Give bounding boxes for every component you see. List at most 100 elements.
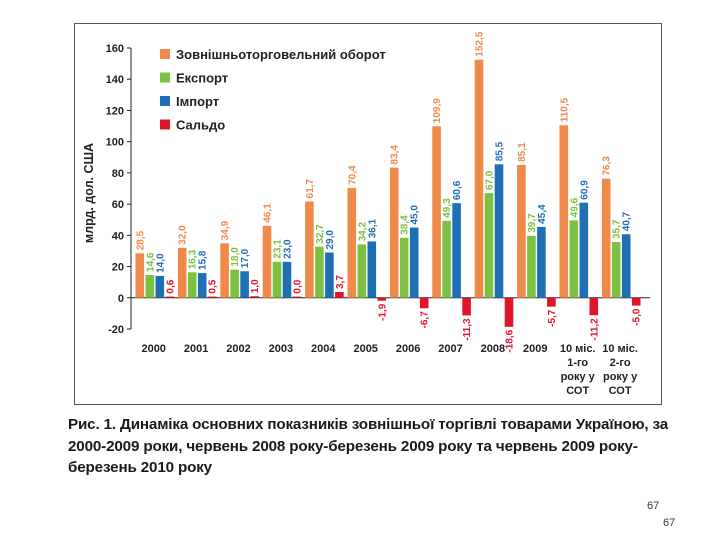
bar-import bbox=[409, 227, 419, 298]
bar-balance bbox=[547, 297, 556, 307]
data-label: 29,0 bbox=[325, 230, 336, 250]
bar-balance bbox=[292, 296, 302, 298]
legend-swatch bbox=[160, 49, 170, 59]
x-tick-label: 2006 bbox=[396, 343, 420, 355]
data-label: 45,0 bbox=[410, 205, 421, 225]
data-label: 61,7 bbox=[305, 179, 316, 199]
bar-turnover bbox=[432, 126, 441, 298]
data-label: 60,9 bbox=[579, 180, 590, 200]
bar-export bbox=[611, 242, 621, 298]
bar-export bbox=[442, 220, 451, 298]
figure-caption: Рис. 1. Динаміка основних показників зов… bbox=[68, 416, 669, 476]
bar-balance bbox=[589, 297, 599, 316]
x-tick-label: року у bbox=[603, 371, 638, 383]
bar-export bbox=[187, 272, 197, 298]
x-tick-label: 2008 bbox=[481, 343, 505, 355]
y-tick-label: 140 bbox=[106, 74, 124, 86]
bar-turnover bbox=[389, 167, 399, 298]
data-label: 0,6 bbox=[165, 279, 176, 293]
legend-swatch bbox=[160, 119, 170, 130]
x-tick-label: 10 міс. bbox=[560, 343, 596, 355]
y-tick-label: 120 bbox=[106, 105, 124, 117]
data-label: 32,7 bbox=[315, 224, 326, 244]
data-label: 85,1 bbox=[517, 142, 528, 162]
bar-export bbox=[569, 220, 579, 298]
legend-label: Зовнішньоторговельний оборот bbox=[176, 47, 386, 62]
data-label: -1,9 bbox=[377, 303, 388, 321]
bar-balance bbox=[631, 297, 641, 306]
legend-swatch bbox=[160, 96, 170, 106]
data-label: -6,7 bbox=[420, 311, 431, 329]
bar-export bbox=[399, 237, 409, 298]
data-label: 1,0 bbox=[250, 279, 261, 293]
bar-turnover bbox=[135, 253, 145, 298]
y-tick-label: 20 bbox=[112, 262, 124, 274]
bar-export bbox=[357, 244, 367, 298]
x-tick-label: 10 міс. bbox=[602, 343, 638, 355]
x-tick-label: 1-го bbox=[567, 357, 588, 369]
bar-export bbox=[230, 269, 239, 298]
data-label: 60,6 bbox=[452, 180, 463, 200]
bar-import bbox=[579, 202, 589, 298]
data-label: 34,9 bbox=[220, 220, 231, 240]
legend-swatch bbox=[160, 72, 170, 83]
bar-turnover bbox=[262, 225, 272, 298]
y-tick-label: 100 bbox=[106, 137, 124, 149]
x-tick-label: СОТ bbox=[609, 385, 632, 397]
x-tick-label: 2000 bbox=[141, 343, 165, 355]
x-tick-label: 2004 bbox=[311, 343, 336, 355]
bar-export bbox=[272, 261, 282, 298]
bar-turnover bbox=[474, 59, 484, 298]
data-label: 38,4 bbox=[400, 215, 411, 235]
data-label: -5,0 bbox=[632, 308, 643, 326]
data-label: 76,3 bbox=[602, 156, 613, 176]
bar-import bbox=[537, 226, 546, 298]
data-label: 16,3 bbox=[188, 249, 199, 269]
bar-balance bbox=[335, 292, 344, 298]
bar-balance bbox=[207, 296, 217, 298]
bar-export bbox=[527, 235, 536, 298]
legend-label: Імпорт bbox=[176, 94, 219, 109]
data-label: -5,7 bbox=[547, 309, 558, 327]
data-label: 18,0 bbox=[230, 247, 241, 267]
y-tick-label: 80 bbox=[112, 168, 124, 180]
bar-turnover bbox=[601, 178, 611, 298]
bar-turnover bbox=[559, 125, 569, 298]
y-tick-label: 40 bbox=[112, 230, 124, 242]
data-label: 83,4 bbox=[390, 145, 401, 165]
bar-balance bbox=[165, 296, 175, 298]
page-number: 67 bbox=[647, 500, 660, 512]
bar-import bbox=[325, 252, 334, 298]
data-label: -18,6 bbox=[505, 329, 516, 352]
x-tick-label: 2009 bbox=[523, 343, 547, 355]
bar-import bbox=[621, 234, 631, 298]
bar-import bbox=[452, 203, 461, 298]
data-label: 70,4 bbox=[347, 165, 358, 185]
y-tick-label: 0 bbox=[118, 293, 124, 305]
data-label: 17,0 bbox=[240, 248, 251, 268]
x-tick-label: 2003 bbox=[269, 343, 293, 355]
data-label: 85,5 bbox=[495, 141, 506, 161]
data-label: 39,7 bbox=[527, 213, 538, 233]
x-tick-label: 2-го bbox=[610, 357, 631, 369]
page-number-footer: 67 bbox=[663, 517, 676, 529]
bar-balance bbox=[377, 297, 387, 301]
bar-export bbox=[145, 274, 155, 298]
bar-turnover bbox=[305, 201, 314, 298]
bar-balance bbox=[504, 297, 514, 327]
y-tick-label: 160 bbox=[106, 43, 124, 55]
y-tick-label: -20 bbox=[108, 324, 124, 336]
data-label: 46,1 bbox=[263, 203, 274, 223]
data-label: 49,3 bbox=[442, 198, 453, 218]
y-tick-label: 60 bbox=[112, 199, 124, 211]
bar-turnover bbox=[517, 164, 526, 298]
bar-import bbox=[367, 241, 377, 298]
data-label: 152,5 bbox=[475, 31, 486, 56]
data-label: 28,5 bbox=[135, 230, 146, 250]
data-label: 23,0 bbox=[283, 239, 294, 259]
data-label: 15,8 bbox=[198, 250, 209, 270]
bar-balance bbox=[462, 297, 471, 316]
data-label: 0,0 bbox=[293, 279, 304, 293]
bar-balance bbox=[419, 297, 429, 309]
